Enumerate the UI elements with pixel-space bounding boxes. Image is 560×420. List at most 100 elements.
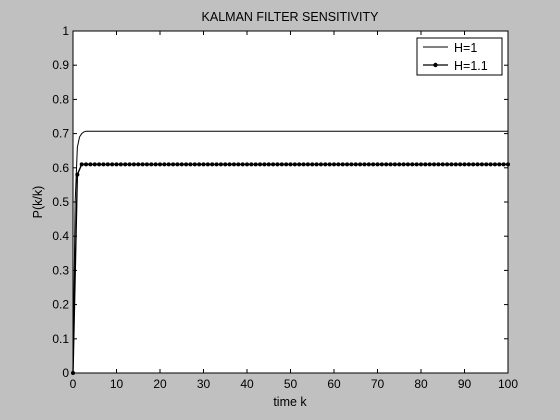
series-point-h11 (484, 162, 489, 167)
series-point-h11 (258, 162, 263, 167)
series-point-h11 (71, 371, 75, 375)
series-point-h11 (353, 162, 358, 167)
series-point-h11 (101, 162, 106, 167)
series-point-h11 (75, 172, 80, 177)
legend-label-h11: H=1.1 (454, 59, 488, 73)
series-point-h11 (462, 162, 467, 167)
series-point-h11 (466, 162, 471, 167)
series-point-h11 (97, 162, 102, 167)
series-point-h11 (140, 162, 145, 167)
y-tick-label: 0.3 (52, 263, 69, 277)
series-point-h11 (218, 162, 223, 167)
series-point-h11 (471, 162, 476, 167)
series-point-h11 (506, 162, 510, 167)
series-point-h11 (427, 162, 432, 167)
series-point-h11 (118, 162, 123, 167)
x-tick-label: 20 (153, 377, 167, 391)
series-point-h11 (375, 162, 380, 167)
y-tick-label: 0.4 (52, 229, 69, 243)
series-point-h11 (327, 162, 332, 167)
series-point-h11 (171, 162, 176, 167)
series-point-h11 (501, 162, 506, 167)
plot-area (72, 30, 509, 374)
series-point-h11 (210, 162, 215, 167)
series-point-h11 (158, 162, 162, 167)
series-point-h11 (166, 162, 171, 167)
series-point-h11 (362, 162, 367, 167)
y-tick-label: 0.5 (52, 195, 69, 209)
series-point-h11 (488, 162, 493, 167)
series-point-h11 (310, 162, 315, 167)
x-tick-label: 80 (414, 377, 428, 391)
series-point-h11 (136, 162, 141, 167)
series-point-h11 (279, 162, 284, 167)
series-point-h11 (479, 162, 484, 167)
series-point-h11 (253, 162, 258, 167)
series-point-h11 (292, 162, 297, 167)
series-point-h11 (114, 162, 119, 167)
series-point-h11 (475, 162, 480, 167)
series-point-h11 (227, 162, 232, 167)
series-point-h11 (336, 162, 341, 167)
legend: H=1 H=1.1 (416, 37, 503, 76)
x-tick-label: 50 (284, 377, 298, 391)
x-tick-label: 40 (240, 377, 254, 391)
series-point-h11 (144, 162, 149, 167)
series-point-h11 (275, 162, 280, 167)
series-point-h11 (432, 162, 437, 167)
y-tick-label: 0.1 (52, 332, 69, 346)
x-tick-label: 70 (371, 377, 385, 391)
series-point-h11 (284, 162, 289, 167)
series-point-h11 (419, 162, 423, 167)
x-tick-label: 90 (458, 377, 472, 391)
series-point-h11 (249, 162, 254, 167)
series-point-h11 (214, 162, 219, 167)
x-tick-label: 100 (498, 377, 518, 391)
series-point-h11 (301, 162, 306, 167)
series-point-h11 (223, 162, 228, 167)
series-point-h11 (201, 162, 206, 167)
x-tick-label: 60 (327, 377, 341, 391)
series-point-h11 (262, 162, 267, 167)
series-point-h11 (305, 162, 310, 167)
series-point-h11 (197, 162, 202, 167)
series-point-h11 (392, 162, 397, 167)
series-point-h11 (423, 162, 428, 167)
x-tick-label: 10 (110, 377, 124, 391)
series-point-h11 (92, 162, 97, 167)
y-tick-label: 1 (62, 24, 69, 38)
series-point-h11 (384, 162, 389, 167)
axis-ticks: 0 10 20 30 40 50 60 70 80 90 100 0 0.1 0.2 0.3 0.4 0.5 0.… (52, 24, 518, 391)
x-tick-label: 30 (197, 377, 211, 391)
series-point-h11 (123, 162, 128, 167)
series-point-h11 (388, 162, 393, 167)
series-point-h11 (445, 162, 450, 167)
series-point-h11 (340, 162, 345, 167)
series-point-h11 (105, 162, 110, 167)
series-point-h11 (188, 162, 193, 167)
y-tick-label: 0.6 (52, 161, 69, 175)
series-point-h11 (205, 162, 210, 167)
series-point-h11 (162, 162, 167, 167)
series-point-h11 (323, 162, 328, 167)
legend-label-h1: H=1 (454, 41, 477, 55)
series-point-h11 (458, 162, 463, 167)
series-point-h11 (131, 162, 136, 167)
y-axis-label: P(k/k) (31, 186, 45, 219)
series-point-h11 (410, 162, 415, 167)
series-point-h11 (149, 162, 154, 167)
series-point-h11 (179, 162, 184, 167)
series-point-h11 (84, 162, 89, 167)
series-point-h11 (153, 162, 158, 167)
series-point-h11 (414, 162, 419, 167)
series-point-h11 (88, 162, 93, 167)
y-tick-label: 0.2 (52, 298, 69, 312)
series-point-h11 (266, 162, 271, 167)
series-point-h11 (240, 162, 245, 167)
series-point-h11 (453, 162, 458, 167)
series-point-h11 (332, 162, 336, 167)
series-point-h11 (358, 162, 363, 167)
series-point-h11 (288, 162, 293, 167)
chart-title: KALMAN FILTER SENSITIVITY (202, 10, 380, 24)
